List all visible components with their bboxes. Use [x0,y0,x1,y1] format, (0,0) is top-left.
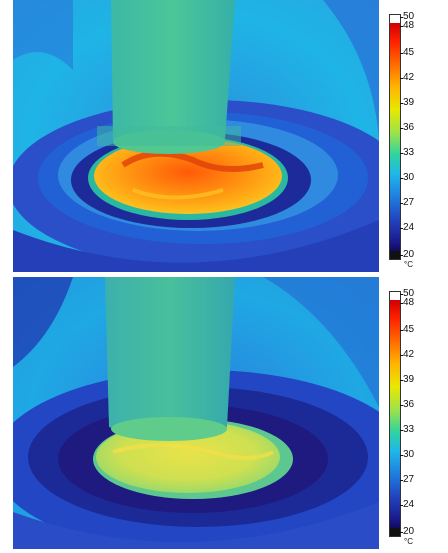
scale-tick-bottom-0: 50 [399,288,415,299]
scale-tick-bottom-2: 45 [399,324,415,335]
temperature-scale-top: 50 48 45 42 39 36 33 30 27 24 20 °C [385,11,445,269]
color-bar-top [389,14,401,260]
scale-tick-top-8: 27 [399,197,415,208]
scale-tick-bottom-4: 39 [399,374,415,385]
scale-tick-bottom-8: 27 [399,474,415,485]
scale-unit-top: °C [404,260,413,269]
scale-tick-bottom-1: 48 [399,297,415,308]
scale-tick-top-1: 48 [399,20,415,31]
scale-tick-top-0: 50 [399,11,415,22]
thermal-image-bottom [13,277,379,549]
scale-tick-top-9: 24 [399,222,415,233]
scale-tick-bottom-6: 33 [399,424,415,435]
scale-tick-top-6: 33 [399,147,415,158]
scale-tick-bottom-7: 30 [399,449,415,460]
thermal-image-top [13,0,379,272]
scale-tick-bottom-5: 36 [399,399,415,410]
scale-tick-top-5: 36 [399,122,415,133]
color-bar-bottom [389,291,401,537]
scale-tick-top-4: 39 [399,97,415,108]
thermal-panel-top: 50 48 45 42 39 36 33 30 27 24 20 °C [0,0,448,276]
thermal-scene-top [13,0,379,272]
scale-tick-top-7: 30 [399,172,415,183]
scale-tick-bottom-3: 42 [399,349,415,360]
scale-tick-top-2: 45 [399,47,415,58]
scale-tick-bottom-9: 24 [399,499,415,510]
scale-unit-bottom: °C [404,537,413,546]
scale-tick-bottom-10: 20 [399,526,415,537]
scale-tick-top-10: 20 [399,249,415,260]
thermal-scene-bottom [13,277,379,549]
temperature-scale-bottom: 50 48 45 42 39 36 33 30 27 24 20 °C [385,288,445,546]
thermal-panel-bottom: 50 48 45 42 39 36 33 30 27 24 20 °C [0,277,448,553]
scale-tick-top-3: 42 [399,72,415,83]
